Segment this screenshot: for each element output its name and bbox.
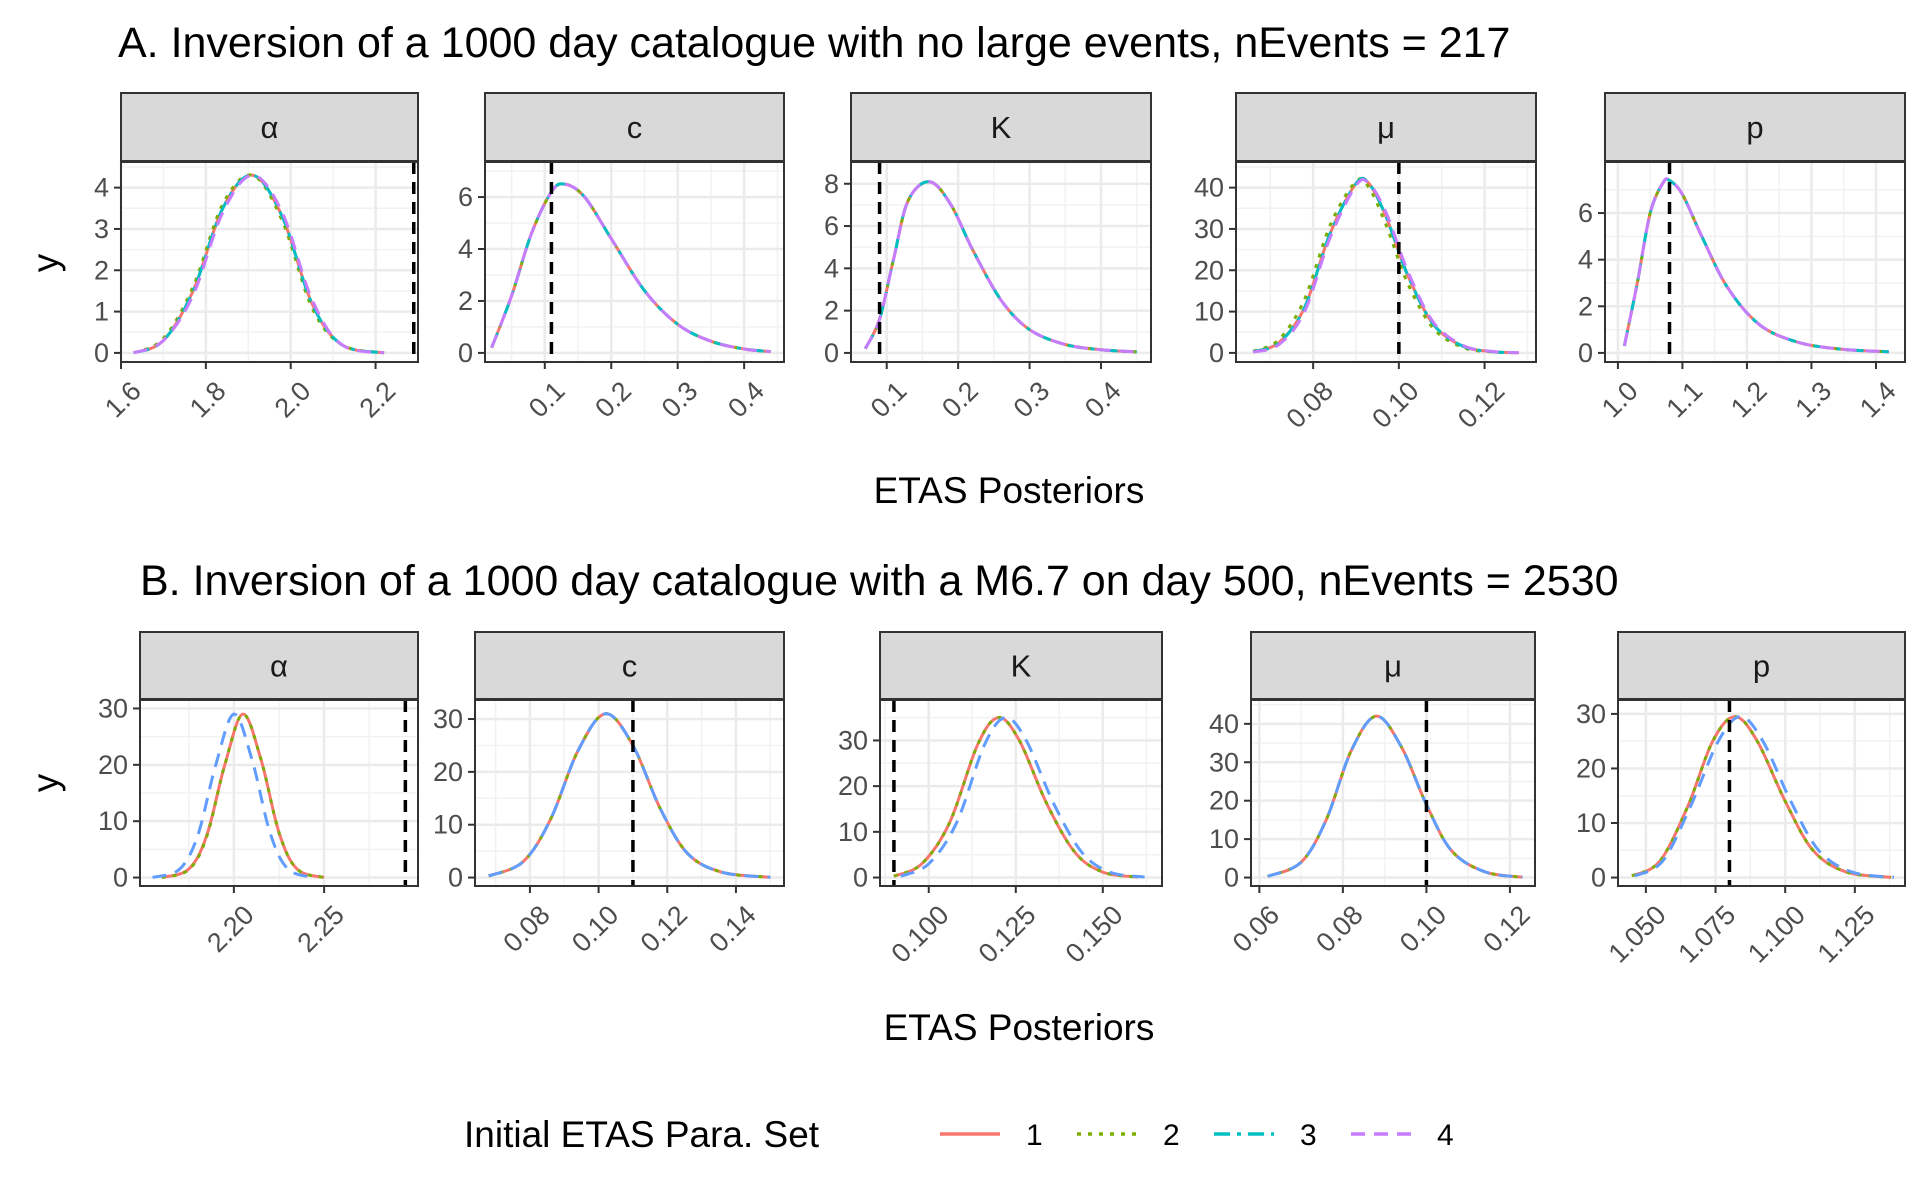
facet-b-2-ytick-label: 0	[448, 863, 463, 893]
facet-b-5-strip	[1617, 631, 1906, 700]
facet-a-3-ytick-label: 6	[824, 211, 839, 241]
facet-b-4-ytick-label: 40	[1209, 709, 1239, 739]
facet-b-4-ytick-label: 20	[1209, 786, 1239, 816]
facet-a-3-ytick-label: 0	[824, 338, 839, 368]
facet-a-4-series-4-line	[1252, 178, 1519, 355]
facet-b-1-series-1-line	[161, 712, 325, 879]
facet-b-3-plot-area	[880, 700, 1162, 886]
facet-a-4-ytick-label: 20	[1194, 255, 1224, 285]
legend-label-4: 4	[1437, 1119, 1454, 1152]
facet-b-3-ytick-label: 10	[838, 817, 868, 847]
facet-a-5-ytick-label: 6	[1578, 198, 1593, 228]
facet-a-2-plot-area	[485, 162, 784, 362]
panel-a-xlabel: ETAS Posteriors	[874, 470, 1145, 511]
facet-a-2-ytick-label: 2	[458, 286, 473, 316]
facet-b-4-series-4-line	[1267, 714, 1523, 879]
facet-a-4-strip	[1235, 92, 1537, 162]
facet-a-1-strip	[120, 92, 419, 162]
facet-a-1-ytick-label: 2	[94, 255, 109, 285]
facet-a-2-series-3-line	[490, 182, 771, 354]
facet-b-5-ytick-label: 0	[1591, 863, 1606, 893]
facet-b-1-series-4-line	[152, 712, 316, 879]
facet-b-2-strip	[474, 631, 785, 700]
facet-a-3-ytick-label: 4	[824, 253, 839, 283]
facet-a-5-ytick-label: 0	[1578, 338, 1593, 368]
facet-a-1-strip-label: α	[261, 110, 279, 145]
facet-a-2-strip-label: c	[627, 110, 643, 145]
facet-b-1-ytick-label: 30	[98, 693, 128, 723]
facet-a-5-ytick-label: 4	[1578, 245, 1593, 275]
facet-a-1-ytick-label: 4	[94, 173, 109, 203]
facet-b-5-plot-area	[1618, 700, 1905, 886]
facet-b-1-ytick-label: 20	[98, 750, 128, 780]
facet-b-2-ytick-label: 10	[433, 810, 463, 840]
facet-b-2-ytick-label: 30	[433, 704, 463, 734]
panel-b-title: B. Inversion of a 1000 day catalogue wit…	[140, 557, 1619, 605]
facet-a-5-strip-label: p	[1746, 110, 1763, 145]
facet-a-3-ytick-label: 8	[824, 169, 839, 199]
facet-a-1-series-4-line	[133, 173, 385, 355]
facet-b-3-ytick-label: 30	[838, 725, 868, 755]
facet-a-3-ytick-label: 2	[824, 296, 839, 326]
facet-a-4-ytick-label: 10	[1194, 297, 1224, 327]
facet-b-4-ytick-label: 0	[1224, 863, 1239, 893]
facet-b-5-ytick-label: 20	[1576, 753, 1606, 783]
facet-a-1-ytick-label: 1	[94, 297, 109, 327]
facet-a-2-ytick-label: 0	[458, 338, 473, 368]
facet-b-2-plot-area	[475, 700, 784, 886]
facet-a-4-plot-area	[1236, 162, 1536, 362]
facet-a-3-strip-label: K	[991, 110, 1012, 145]
facet-b-2-ytick-label: 20	[433, 757, 463, 787]
facet-a-2-ytick-label: 4	[458, 234, 473, 264]
legend-label-3: 3	[1300, 1119, 1317, 1152]
panel-b-xlabel: ETAS Posteriors	[884, 1007, 1155, 1048]
facet-a-1-ytick-label: 3	[94, 214, 109, 244]
panel-a-title: A. Inversion of a 1000 day catalogue wit…	[118, 19, 1510, 67]
facet-b-1-strip-label: α	[270, 649, 288, 684]
panel-b-ylabel: y	[25, 773, 66, 792]
facet-a-4-strip-label: μ	[1377, 110, 1395, 145]
facet-a-5-series-4-line	[1622, 177, 1889, 354]
facet-b-3-ytick-label: 0	[853, 863, 868, 893]
facet-b-1-ytick-label: 10	[98, 806, 128, 836]
facet-b-4-ytick-label: 30	[1209, 747, 1239, 777]
facet-b-2-strip-label: c	[622, 649, 638, 684]
legend-keys: 1 2 3 4	[940, 1119, 1454, 1152]
facet-b-3-series-4-line	[900, 716, 1145, 879]
facet-a-4-ytick-label: 30	[1194, 214, 1224, 244]
facet-a-5-ytick-label: 2	[1578, 291, 1593, 321]
facet-b-3-strip-label: K	[1011, 649, 1032, 684]
facet-a-2-ytick-label: 6	[458, 182, 473, 212]
facet-b-4-ytick-label: 10	[1209, 824, 1239, 854]
facet-a-4-ytick-label: 0	[1209, 338, 1224, 368]
panel-a-ylabel: y	[25, 253, 66, 272]
facet-b-4-strip-label: μ	[1384, 649, 1402, 684]
facet-b-5-strip-label: p	[1753, 649, 1770, 684]
facet-b-3-strip	[879, 631, 1163, 700]
facet-b-3-series-2-line	[893, 716, 1138, 879]
legend: Initial ETAS Para. Set 1 2 3 4	[464, 1114, 1454, 1155]
legend-title: Initial ETAS Para. Set	[464, 1114, 820, 1155]
facet-a-4-ytick-label: 40	[1194, 173, 1224, 203]
facet-b-5-series-4-line	[1634, 715, 1895, 879]
facet-b-3-ytick-label: 20	[838, 771, 868, 801]
facet-b-5-ytick-label: 10	[1576, 808, 1606, 838]
facet-b-4-strip	[1250, 631, 1536, 700]
facet-a-2-strip	[484, 92, 785, 162]
facet-b-1-ytick-label: 0	[113, 863, 128, 893]
facet-a-3-series-4-line	[863, 180, 1137, 354]
facet-a-5-strip	[1604, 92, 1906, 162]
facet-b-5-ytick-label: 30	[1576, 699, 1606, 729]
facet-a-3-strip	[850, 92, 1152, 162]
facet-a-1-ytick-label: 0	[94, 338, 109, 368]
legend-label-2: 2	[1163, 1119, 1180, 1152]
facet-b-2-series-4-line	[488, 712, 771, 879]
facet-b-5-series-2-line	[1631, 715, 1892, 879]
legend-label-1: 1	[1026, 1119, 1043, 1152]
facet-b-1-strip	[139, 631, 419, 700]
